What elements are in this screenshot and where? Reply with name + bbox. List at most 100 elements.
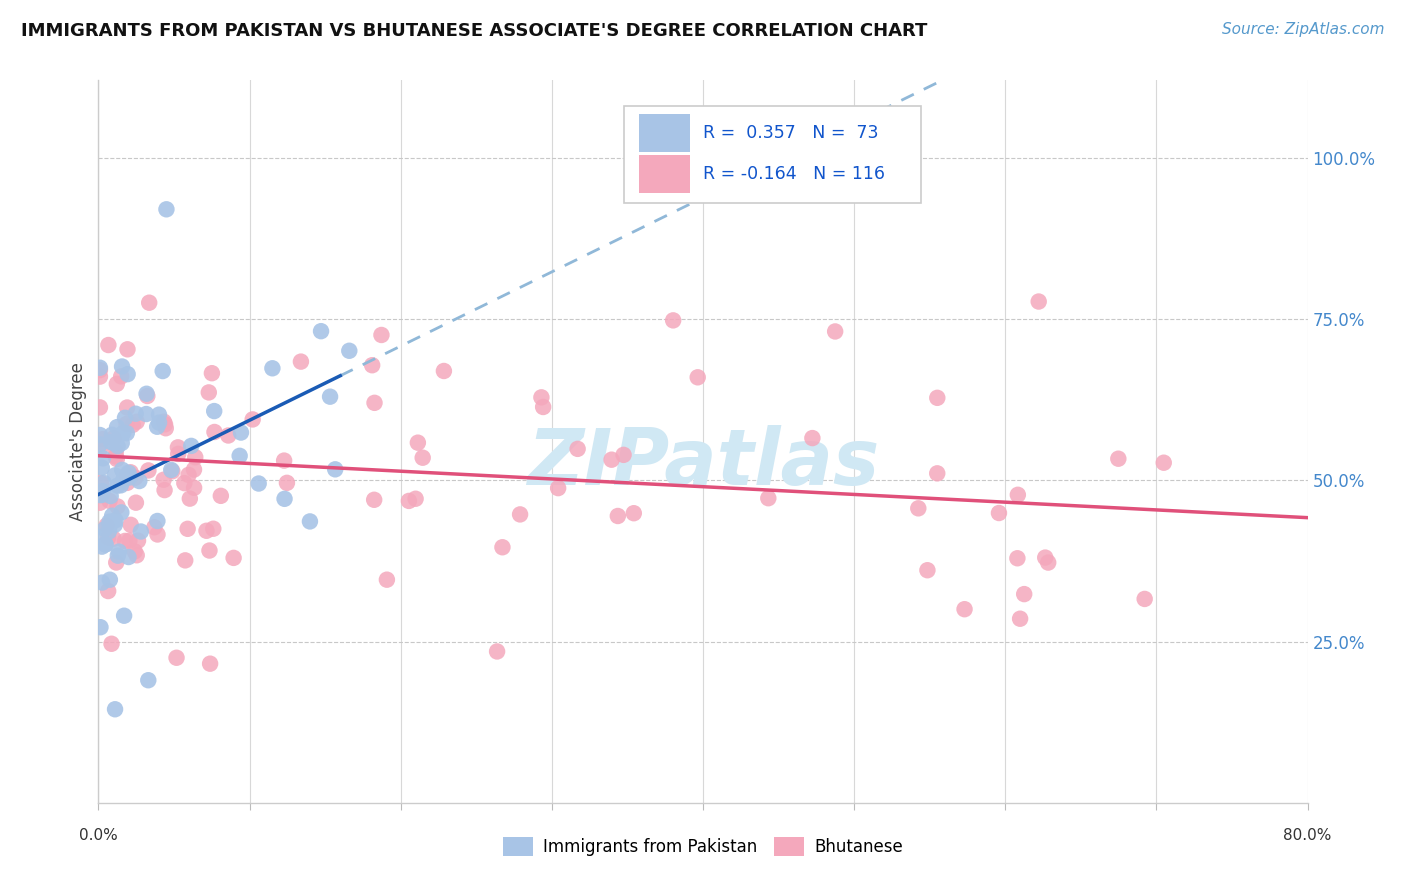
Point bbox=[273, 453, 295, 467]
Point bbox=[115, 401, 138, 415]
Point bbox=[115, 468, 138, 483]
Point bbox=[987, 506, 1010, 520]
Point bbox=[917, 563, 939, 577]
Point bbox=[112, 472, 135, 486]
Point bbox=[136, 389, 159, 403]
Point bbox=[104, 468, 127, 483]
Point bbox=[120, 517, 142, 532]
Point bbox=[153, 415, 176, 429]
Point bbox=[115, 475, 138, 490]
Point bbox=[197, 385, 219, 400]
Point bbox=[117, 343, 139, 357]
Point bbox=[103, 431, 125, 445]
Text: R = -0.164   N = 116: R = -0.164 N = 116 bbox=[703, 165, 884, 183]
Point bbox=[262, 361, 284, 376]
Point bbox=[623, 506, 645, 520]
Point bbox=[160, 463, 183, 477]
Point bbox=[91, 432, 114, 446]
FancyBboxPatch shape bbox=[638, 114, 690, 152]
Point bbox=[138, 295, 160, 310]
Point bbox=[547, 481, 569, 495]
Point bbox=[105, 452, 128, 467]
Point bbox=[107, 500, 129, 514]
Point bbox=[94, 537, 117, 551]
Point bbox=[1038, 556, 1060, 570]
Point bbox=[1012, 587, 1035, 601]
Point bbox=[124, 470, 146, 484]
Point bbox=[89, 437, 111, 451]
Point bbox=[100, 637, 122, 651]
Point bbox=[91, 484, 114, 499]
Point bbox=[361, 358, 384, 372]
Point bbox=[104, 450, 127, 464]
Point bbox=[146, 419, 169, 434]
Point bbox=[146, 514, 169, 528]
Point bbox=[110, 505, 132, 519]
Point bbox=[108, 544, 131, 558]
Point bbox=[89, 620, 111, 634]
Point bbox=[209, 489, 232, 503]
Point bbox=[114, 410, 136, 425]
Point bbox=[606, 508, 628, 523]
Point bbox=[89, 360, 111, 375]
Point bbox=[152, 473, 174, 487]
Point bbox=[107, 478, 129, 492]
Point bbox=[148, 408, 170, 422]
Point bbox=[202, 404, 225, 418]
Point bbox=[1028, 294, 1050, 309]
Point bbox=[363, 492, 385, 507]
Point bbox=[89, 369, 111, 384]
Point bbox=[567, 442, 589, 456]
Point bbox=[90, 488, 112, 502]
Point bbox=[90, 475, 112, 490]
Text: R =  0.357   N =  73: R = 0.357 N = 73 bbox=[703, 124, 879, 142]
Point bbox=[111, 463, 134, 477]
Point bbox=[290, 354, 312, 368]
Point bbox=[433, 364, 456, 378]
Point bbox=[112, 425, 135, 440]
Point bbox=[166, 650, 188, 665]
Point bbox=[110, 369, 132, 384]
Point bbox=[370, 328, 392, 343]
Point bbox=[125, 496, 148, 510]
Point bbox=[114, 533, 136, 548]
Point bbox=[202, 522, 225, 536]
Point bbox=[153, 483, 176, 497]
Text: 0.0%: 0.0% bbox=[79, 828, 118, 843]
Point bbox=[155, 202, 177, 217]
Point bbox=[398, 494, 420, 508]
Point bbox=[97, 338, 120, 352]
Point bbox=[323, 462, 346, 476]
Point bbox=[118, 470, 141, 484]
Point bbox=[100, 489, 122, 503]
Text: Source: ZipAtlas.com: Source: ZipAtlas.com bbox=[1222, 22, 1385, 37]
Point bbox=[198, 543, 221, 558]
Point bbox=[242, 412, 264, 426]
Point bbox=[111, 359, 134, 374]
Point bbox=[107, 439, 129, 453]
Point bbox=[89, 428, 111, 442]
Point bbox=[127, 533, 149, 548]
FancyBboxPatch shape bbox=[624, 105, 921, 203]
Point bbox=[907, 501, 929, 516]
Point bbox=[105, 420, 128, 434]
Point bbox=[953, 602, 976, 616]
Point bbox=[148, 416, 170, 430]
Point bbox=[111, 436, 134, 450]
Point bbox=[98, 494, 121, 508]
Point bbox=[89, 442, 111, 456]
Point bbox=[1107, 451, 1129, 466]
Point bbox=[98, 573, 121, 587]
Point bbox=[97, 524, 120, 539]
Point bbox=[276, 475, 298, 490]
Point bbox=[204, 425, 226, 439]
Point bbox=[337, 343, 360, 358]
Point bbox=[491, 541, 513, 555]
Point bbox=[124, 544, 146, 558]
Legend: Immigrants from Pakistan, Bhutanese: Immigrants from Pakistan, Bhutanese bbox=[496, 830, 910, 863]
Point bbox=[486, 644, 509, 658]
Point bbox=[125, 415, 148, 429]
Point bbox=[115, 417, 138, 431]
Point bbox=[155, 421, 177, 435]
Point bbox=[93, 475, 115, 490]
